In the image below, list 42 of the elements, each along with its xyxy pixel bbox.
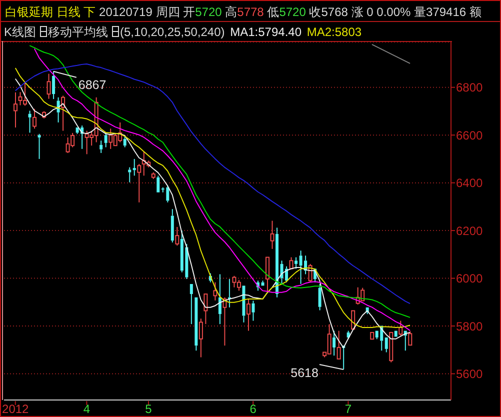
candlestick	[270, 220, 274, 250]
candlestick	[266, 256, 270, 293]
y-tick-label: 6200	[456, 224, 484, 238]
candlestick	[100, 140, 103, 154]
candlestick	[384, 337, 388, 353]
line-series	[371, 44, 411, 64]
x-tick-label: 2012	[2, 402, 30, 416]
candlestick	[132, 158, 136, 176]
chart-title: 白银延期 日线 下	[5, 5, 96, 19]
text: 20120719 周四 开5720 高5778 低5720 收5768 涨 0 0.00% 量379416 额	[99, 5, 482, 19]
candlestick	[14, 92, 18, 128]
candlestick	[218, 274, 222, 325]
annotation: 6867	[78, 78, 106, 92]
x-tick-label: 4	[83, 402, 90, 416]
candlestick	[242, 286, 246, 323]
y-tick-label: 5800	[456, 319, 484, 334]
y-tick-label: 5600	[456, 367, 484, 382]
candlestick	[28, 110, 32, 134]
candlestick	[336, 330, 341, 360]
candlestick	[194, 297, 198, 352]
y-tick-label: 6600	[456, 128, 484, 142]
text: 移动平均线	[48, 25, 108, 39]
annotation: 5618	[290, 366, 318, 380]
text: (5,10,20,25,50,240)	[120, 25, 225, 39]
x-tick-label: 7	[344, 402, 352, 416]
text: K线图	[4, 25, 36, 39]
candlestick	[46, 73, 51, 100]
x-tick-label: 5	[145, 402, 152, 416]
y-tick-label: 6400	[456, 176, 484, 190]
candlestick	[252, 300, 255, 322]
text: MA2:5803	[306, 25, 362, 39]
candlestick	[170, 208, 174, 243]
y-tick-label: 6000	[456, 272, 484, 286]
candlestick	[394, 330, 398, 337]
text: MA1:5794.40	[230, 25, 302, 39]
candlestick	[204, 294, 208, 325]
y-tick-label: 6800	[456, 80, 484, 95]
candlestick	[190, 284, 193, 325]
candlestick	[370, 332, 374, 340]
x-tick-label: 6	[250, 402, 257, 416]
candlestick	[276, 227, 279, 298]
candlestick	[156, 175, 160, 192]
